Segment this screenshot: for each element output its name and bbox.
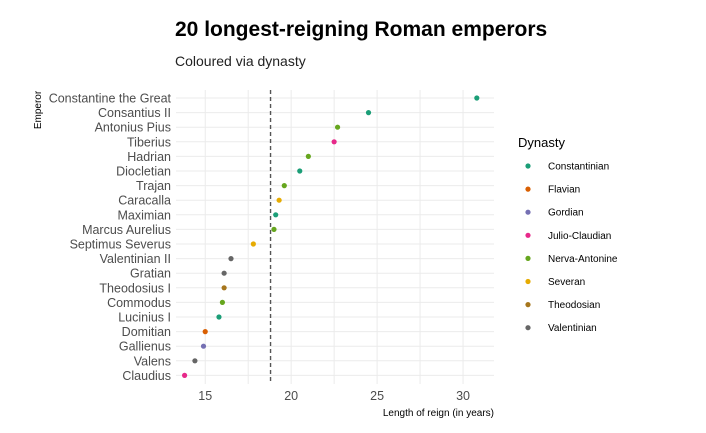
legend-label: Theodosian [548,300,600,311]
legend-key [525,325,531,331]
chart-title: 20 longest-reigning Roman emperors [175,18,547,41]
legend-label: Flavian [548,185,580,196]
y-tick-label: Theodosius I [99,281,171,295]
legend-label: Valentinian [548,323,597,334]
legend-key [525,186,531,192]
legend-item-gordian: Gordian [525,208,584,219]
point-domitian [202,329,208,335]
legend-item-julio-claudian: Julio-Claudian [525,231,611,242]
legend-key [525,163,531,169]
y-tick-label: Valens [134,354,171,368]
point-antonius-pius [334,124,341,130]
chart-subtitle: Coloured via dynasty [175,53,306,69]
legend-item-severan: Severan [525,277,585,288]
y-tick-label: Valentinian II [100,252,171,266]
y-tick-label: Claudius [122,369,171,383]
point-claudius [181,372,188,378]
legend-item-flavian: Flavian [525,185,580,196]
y-tick-label: Marcus Aurelius [82,223,171,237]
point-lucinius-i [216,314,222,320]
x-tick-label: 15 [198,389,212,403]
point-commodus [219,299,226,305]
x-tick-label: 20 [284,389,298,403]
y-tick-label: Septimus Severus [70,238,171,252]
y-axis-title: Emperor [33,90,44,129]
legend: Dynasty Constantinian Flavian Gordian Julio… [518,135,618,334]
legend-title: Dynasty [518,135,565,150]
points [181,95,480,378]
legend-key [525,255,531,261]
point-gratian [221,270,227,276]
legend-label: Julio-Claudian [548,231,611,242]
y-tick-label: Tiberius [127,135,171,149]
y-tick-label: Gallienus [119,340,171,354]
legend-key [525,232,531,238]
y-tick-label: Hadrian [127,150,171,164]
point-hadrian [305,153,311,159]
y-tick-label: Trajan [136,179,171,193]
x-tick-label: 30 [456,389,470,403]
point-marcus-aurelius [271,226,277,232]
point-valens [192,358,198,364]
legend-items: Constantinian Flavian Gordian Julio-Claudia… [525,162,618,334]
point-trajan [281,183,287,189]
y-tick-label: Domitian [122,325,171,339]
legend-item-nerva-antonine: Nerva-Antonine [525,254,618,265]
legend-item-theodosian: Theodosian [525,300,600,311]
legend-key [525,209,531,215]
point-tiberius [331,139,337,145]
y-tick-label: Maximian [118,208,172,222]
grid [176,90,494,384]
point-caracalla [276,197,282,203]
point-septimus-severus [250,241,256,247]
point-theodosius-i [221,285,227,291]
y-tick-label: Antonius Pius [95,121,171,135]
legend-item-constantinian: Constantinian [525,162,609,173]
point-gallienus [200,343,207,349]
point-consantius-ii [365,110,372,116]
legend-key [525,278,531,285]
y-tick-label: Commodus [107,296,171,310]
legend-item-valentinian: Valentinian [525,323,597,334]
y-tick-label: Consantius II [98,106,171,120]
y-tick-label: Lucinius I [118,311,171,325]
legend-label: Gordian [548,208,584,219]
x-tick-label: 25 [370,389,384,403]
point-valentinian-ii [228,256,234,262]
y-tick-label: Constantine the Great [49,92,172,106]
legend-label: Nerva-Antonine [548,254,618,265]
point-diocletian [297,168,303,174]
point-constantine-the-great [474,95,480,101]
y-tick-label: Gratian [130,267,171,281]
x-tick-labels: 15 20 25 30 [198,389,470,403]
y-tick-label: Caracalla [118,194,171,208]
legend-key [525,302,531,308]
y-tick-label: Diocletian [116,165,171,179]
point-maximian [273,212,279,218]
legend-label: Constantinian [548,162,609,173]
x-axis-title: Length of reign (in years) [383,408,494,419]
legend-label: Severan [548,277,585,288]
